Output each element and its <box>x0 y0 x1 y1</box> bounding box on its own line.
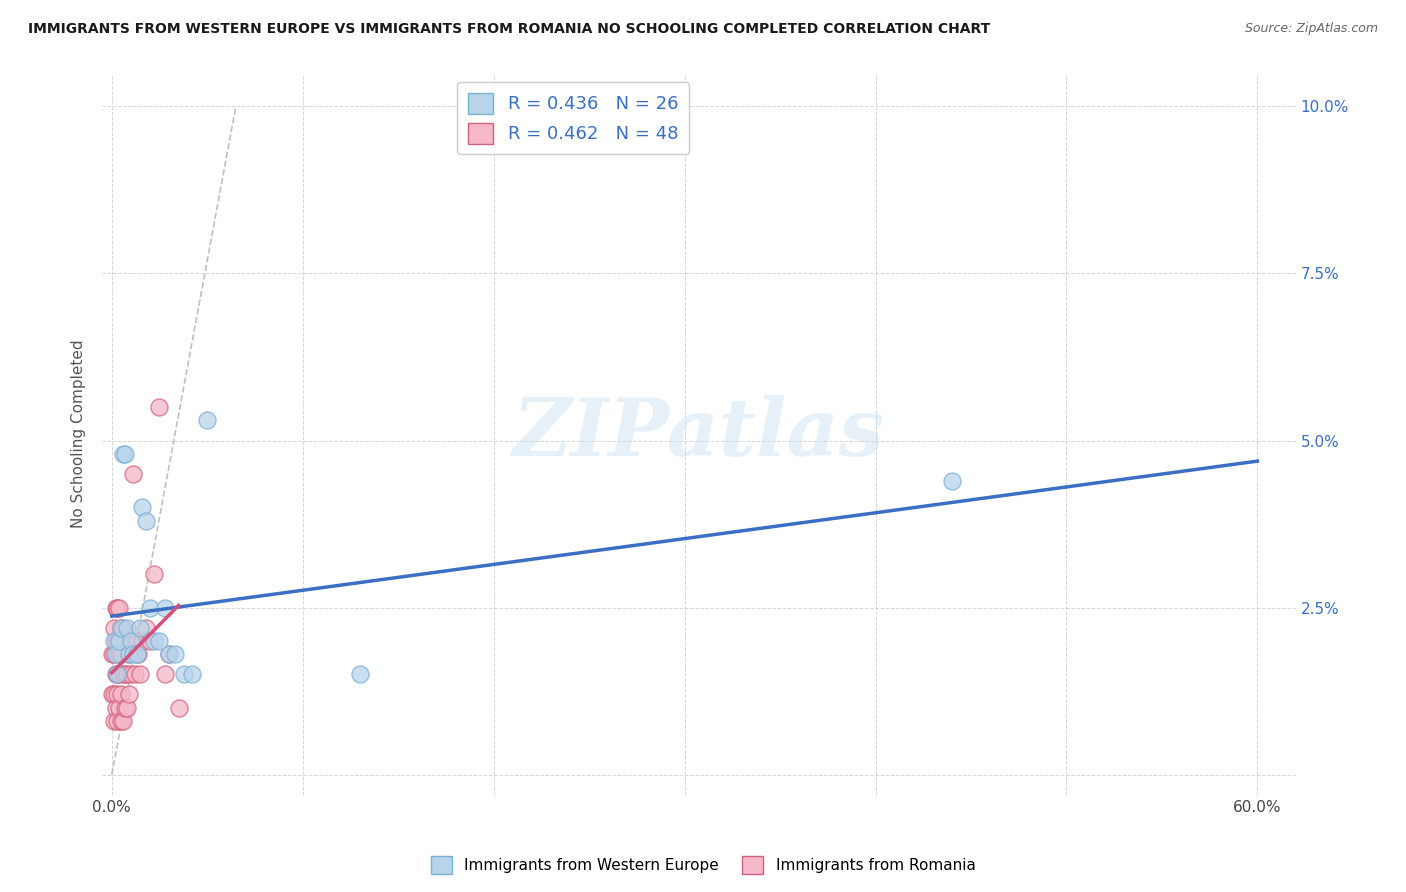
Point <box>120 634 142 648</box>
Point <box>112 714 135 729</box>
Point <box>121 648 143 662</box>
Point <box>100 648 122 662</box>
Point <box>155 600 177 615</box>
Point <box>115 621 138 635</box>
Point <box>107 667 129 681</box>
Point <box>104 600 127 615</box>
Point <box>103 688 125 702</box>
Point <box>121 467 143 481</box>
Point <box>125 634 148 648</box>
Point <box>118 648 141 662</box>
Point <box>107 688 129 702</box>
Point <box>131 500 153 515</box>
Point <box>110 648 132 662</box>
Point <box>129 621 152 635</box>
Point <box>108 667 131 681</box>
Point <box>107 667 129 681</box>
Point <box>108 648 131 662</box>
Point <box>104 701 127 715</box>
Point <box>148 400 170 414</box>
Point <box>157 648 180 662</box>
Point <box>103 621 125 635</box>
Point <box>139 600 162 615</box>
Point <box>148 634 170 648</box>
Legend: R = 0.436   N = 26, R = 0.462   N = 48: R = 0.436 N = 26, R = 0.462 N = 48 <box>457 82 689 154</box>
Point <box>131 634 153 648</box>
Point <box>112 667 135 681</box>
Point <box>114 634 136 648</box>
Point <box>108 600 131 615</box>
Point <box>181 667 204 681</box>
Point <box>103 714 125 729</box>
Point <box>127 648 149 662</box>
Point <box>107 634 129 648</box>
Point <box>104 648 127 662</box>
Point <box>104 667 127 681</box>
Point <box>108 701 131 715</box>
Point <box>114 701 136 715</box>
Point <box>163 648 186 662</box>
Point <box>155 667 177 681</box>
Point <box>129 667 152 681</box>
Point <box>173 667 195 681</box>
Point <box>110 621 132 635</box>
Point <box>112 447 135 461</box>
Point <box>107 600 129 615</box>
Point <box>114 447 136 461</box>
Point <box>120 634 142 648</box>
Point <box>124 667 146 681</box>
Point <box>115 667 138 681</box>
Y-axis label: No Schooling Completed: No Schooling Completed <box>72 340 86 528</box>
Point <box>112 621 135 635</box>
Text: Source: ZipAtlas.com: Source: ZipAtlas.com <box>1244 22 1378 36</box>
Point <box>142 634 165 648</box>
Legend: Immigrants from Western Europe, Immigrants from Romania: Immigrants from Western Europe, Immigran… <box>425 850 981 880</box>
Point <box>941 474 963 488</box>
Point <box>100 688 122 702</box>
Text: IMMIGRANTS FROM WESTERN EUROPE VS IMMIGRANTS FROM ROMANIA NO SCHOOLING COMPLETED: IMMIGRANTS FROM WESTERN EUROPE VS IMMIGR… <box>28 22 990 37</box>
Point <box>108 634 131 648</box>
Point <box>103 648 125 662</box>
Point <box>118 688 141 702</box>
Point <box>195 413 218 427</box>
Point <box>167 701 190 715</box>
Point <box>349 667 371 681</box>
Point <box>139 634 162 648</box>
Point <box>142 567 165 582</box>
Text: ZIPatlas: ZIPatlas <box>513 395 884 473</box>
Point <box>110 688 132 702</box>
Point <box>103 634 125 648</box>
Point <box>135 621 157 635</box>
Point <box>125 648 148 662</box>
Point <box>120 667 142 681</box>
Point <box>135 514 157 528</box>
Point <box>115 701 138 715</box>
Point <box>107 714 129 729</box>
Point <box>118 648 141 662</box>
Point <box>114 667 136 681</box>
Point <box>104 634 127 648</box>
Point <box>157 648 180 662</box>
Point <box>110 621 132 635</box>
Point <box>110 714 132 729</box>
